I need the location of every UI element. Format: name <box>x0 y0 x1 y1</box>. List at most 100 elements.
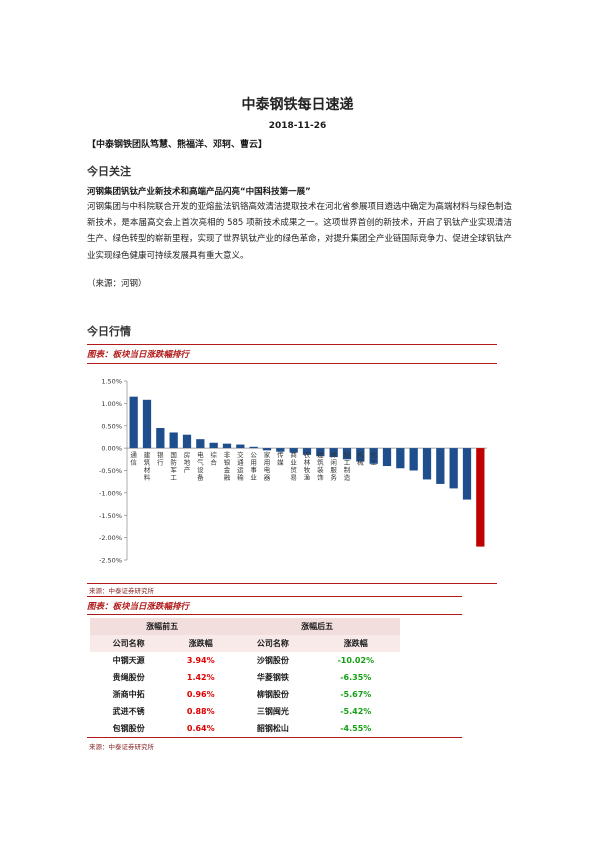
y-tick-label: -2.00% <box>99 534 122 542</box>
col-company-name: 公司名称 <box>90 635 168 652</box>
category-label: 非银金融 <box>224 450 231 481</box>
top-company-name: 武进不锈 <box>112 707 145 716</box>
y-tick-label: -1.50% <box>99 512 122 520</box>
y-tick-label: 1.50% <box>101 378 122 386</box>
top-company-change: 0.88% <box>186 707 215 716</box>
category-label: 综合 <box>210 450 217 466</box>
bar-22 <box>409 448 418 471</box>
bar-25 <box>449 448 458 489</box>
bottom-company-change: -6.35% <box>340 673 372 682</box>
y-tick-label: 0.00% <box>101 445 122 453</box>
category-label: 农林牧渔 <box>304 450 311 481</box>
news-body: 河钢集团与中科院联合开发的亚熔盐法钒铬高效清洁提取技术在河北省参展项目遴选中确定… <box>87 202 513 261</box>
category-label: 传媒 <box>277 450 284 466</box>
bar-7 <box>209 442 218 449</box>
bar-8 <box>222 443 232 449</box>
y-tick-label: -2.50% <box>99 557 122 565</box>
bottom-company-name: 华菱钢铁 <box>256 673 289 682</box>
category-label: 轻工制造 <box>344 450 351 481</box>
bottom-company-name: 沙钢股份 <box>256 656 289 665</box>
bar-10 <box>249 446 258 449</box>
category-label: 休闲服务 <box>330 450 337 481</box>
sector-bar-chart: 1.50% 1.00% 0.50% 0.00% -0.50% -1.00% -1.50% -2… <box>99 378 487 565</box>
top-company-name: 中钢天源 <box>112 656 145 665</box>
table-row: 包钢股份 0.64% 韶钢松山 -4.55% <box>90 720 400 737</box>
bar-20 <box>382 448 392 467</box>
figure2-source: 来源：中泰证券研究所 <box>89 743 154 751</box>
bottom-company-change: -10.02% <box>337 656 375 665</box>
bar-5 <box>182 434 192 449</box>
bar-4 <box>169 432 178 449</box>
bar-23 <box>422 448 432 480</box>
category-label: 建筑装饰 <box>317 450 324 481</box>
category-label: 机械 <box>357 450 364 466</box>
category-label: 银行 <box>157 450 164 466</box>
top-company-change: 3.94% <box>186 656 215 665</box>
bar-19 <box>369 448 378 464</box>
category-label: 化工 <box>370 450 377 466</box>
category-label: 电气设备 <box>197 450 204 481</box>
figure1-label-rule <box>87 363 497 364</box>
top-company-change: 0.96% <box>186 690 215 699</box>
bar-18 <box>356 448 365 462</box>
top-company-name: 浙商中拓 <box>112 690 145 699</box>
focus-heading: 今日关注 <box>87 165 131 178</box>
col-change: 涨跌幅 <box>167 635 235 652</box>
figure1-label: 图表：板块当日涨跌幅排行 <box>87 350 190 360</box>
bar-15 <box>316 448 325 457</box>
category-label: 建筑材料 <box>144 450 151 481</box>
bar-27 <box>476 448 485 547</box>
bar-21 <box>396 448 405 469</box>
news-source: （来源：河钢） <box>87 279 147 289</box>
team-line: 【中泰钢铁团队笃慧、熊福洋、邓轲、曹云】 <box>87 140 268 150</box>
bar-13 <box>289 448 298 453</box>
figure2-label-rule <box>87 614 462 615</box>
col-change: 涨跌幅 <box>311 635 400 652</box>
chart-plot: 1.50% 1.00% 0.50% 0.00% -0.50% -1.00% -1.50% -2… <box>99 378 487 565</box>
bar-3 <box>156 427 165 449</box>
figure2-top-rule <box>87 596 462 597</box>
category-label: 家用电器 <box>264 450 271 481</box>
market-heading: 今日行情 <box>87 325 131 338</box>
category-label: 国防军工 <box>170 451 177 481</box>
category-label: 交通运输 <box>237 450 244 481</box>
report-date: 2018-11-26 <box>268 121 327 131</box>
bar-6 <box>196 439 205 449</box>
col-company-name: 公司名称 <box>234 635 312 652</box>
top-company-name: 包钢股份 <box>112 724 145 733</box>
bar-14 <box>302 448 312 455</box>
news-title: 河钢集团钒钛产业新技术和高端产品闪亮“中国科技第一展” <box>87 187 311 197</box>
category-label: 商业贸易 <box>290 450 297 481</box>
bottom-company-name: 三钢闽光 <box>256 707 289 716</box>
bottom-company-change: -4.55% <box>340 724 372 733</box>
category-label: 通信 <box>130 450 137 466</box>
bar-12 <box>276 448 285 452</box>
top-company-name: 贵绳股份 <box>112 673 145 682</box>
bottom-five-header: 涨幅后五 <box>234 618 400 635</box>
bar-26 <box>462 448 472 500</box>
y-tick-label: -1.00% <box>99 489 122 497</box>
bar-9 <box>236 444 245 449</box>
figure2-bottom-rule <box>87 737 462 738</box>
bar-2 <box>142 399 152 449</box>
table-row: 贵绳股份 1.42% 华菱钢铁 -6.35% <box>90 669 400 686</box>
y-tick-label: 0.50% <box>101 422 122 430</box>
report-title: 中泰钢铁每日速递 <box>241 97 354 113</box>
table-row: 武进不锈 0.88% 三钢闽光 -5.42% <box>90 703 400 720</box>
bar-17 <box>342 448 352 460</box>
figure2-label: 图表：板块当日涨跌幅排行 <box>87 602 190 612</box>
bar-11 <box>262 448 272 451</box>
figure1-bottom-rule <box>87 583 497 584</box>
bottom-company-name: 柳钢股份 <box>256 690 289 699</box>
top-company-change: 0.64% <box>186 724 215 733</box>
bar-1 <box>129 396 138 449</box>
category-label: 房地产 <box>184 450 191 474</box>
y-tick-label: 1.00% <box>101 400 122 408</box>
bar-16 <box>329 448 338 458</box>
bottom-company-change: -5.42% <box>340 707 372 716</box>
category-label: 公用事业 <box>250 451 257 481</box>
top-company-change: 1.42% <box>186 673 215 682</box>
table-row: 中钢天源 3.94% 沙钢股份 -10.02% <box>90 652 400 669</box>
figure1-source: 来源：中泰证券研究所 <box>89 587 154 595</box>
bar-24 <box>436 448 445 484</box>
